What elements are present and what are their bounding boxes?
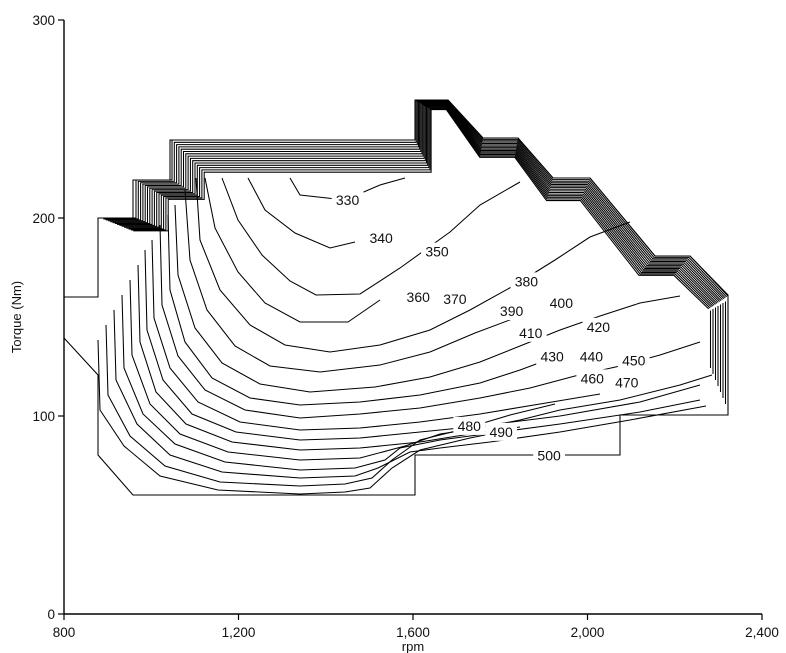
contour-boundary-line bbox=[128, 107, 712, 308]
contour-label-bg bbox=[575, 347, 608, 366]
contour-label-bg bbox=[421, 242, 453, 261]
contour-label-bg bbox=[485, 422, 518, 441]
contour-boundary-line bbox=[126, 107, 714, 307]
contour-boundary-line bbox=[121, 105, 716, 305]
contour-label-bg bbox=[536, 347, 569, 366]
contour-line-340 bbox=[247, 177, 356, 249]
contour-line-490 bbox=[97, 339, 511, 495]
y-axis-title: Torque (Nm) bbox=[9, 281, 24, 353]
contour-label: 370 bbox=[443, 291, 467, 307]
contour-label: 420 bbox=[587, 319, 611, 335]
contour-boundary-line bbox=[114, 103, 721, 302]
contour-labels: 330 340 350 360 370 380 390 400 410 420 430 440 450 4… bbox=[331, 191, 650, 465]
contour-outer bbox=[63, 99, 729, 496]
contour-line-420 bbox=[151, 239, 601, 431]
contour-line-460 bbox=[121, 294, 701, 471]
contour-label-bg bbox=[453, 416, 486, 435]
axes bbox=[63, 20, 762, 615]
contour-line-410 bbox=[159, 224, 701, 419]
y-tick-label: 300 bbox=[32, 13, 55, 28]
axis-ticks: 800 1,200 1,600 2,000 2,400 0 100 200 300 bbox=[32, 13, 778, 640]
contour-line-370 bbox=[195, 177, 631, 353]
contour-label: 330 bbox=[336, 192, 360, 208]
contour-label: 340 bbox=[369, 230, 393, 246]
x-tick-label: 1,600 bbox=[396, 625, 430, 640]
contour-boundary-line bbox=[117, 104, 719, 303]
contour-label: 360 bbox=[407, 289, 431, 305]
contour-line-430 bbox=[144, 249, 701, 441]
contour-label: 480 bbox=[458, 418, 482, 434]
y-tick-label: 0 bbox=[47, 607, 55, 622]
contour-label-bg bbox=[533, 446, 566, 465]
contour-label: 490 bbox=[489, 424, 513, 440]
contour-boundary-line bbox=[107, 101, 725, 300]
contour-label: 430 bbox=[540, 349, 564, 365]
contour-label-bg bbox=[402, 288, 435, 307]
contour-boundary-line bbox=[133, 109, 710, 310]
contour-line-400 bbox=[167, 214, 556, 406]
contour-line-450 bbox=[129, 279, 713, 461]
contour-label-bg bbox=[576, 369, 609, 388]
x-tick-label: 1,200 bbox=[222, 625, 256, 640]
x-tick-label: 2,400 bbox=[745, 625, 779, 640]
contour-boundary-line bbox=[119, 104, 718, 304]
contour-label-bg bbox=[617, 351, 650, 370]
contour-boundary-line bbox=[124, 106, 715, 306]
contour-label-bg bbox=[331, 191, 364, 210]
contour-boundary-line bbox=[101, 99, 729, 297]
contour-label: 500 bbox=[537, 448, 561, 464]
contour-lines bbox=[63, 99, 729, 496]
contour-label: 350 bbox=[425, 244, 449, 260]
y-tick-label: 100 bbox=[32, 409, 55, 424]
y-tick-label: 200 bbox=[32, 211, 55, 226]
x-tick-label: 800 bbox=[53, 625, 76, 640]
contour-label: 450 bbox=[622, 353, 646, 369]
contour-line-380 bbox=[184, 189, 516, 373]
contour-label-bg bbox=[495, 302, 528, 321]
contour-label: 440 bbox=[580, 349, 604, 365]
contour-line-470 bbox=[113, 309, 707, 479]
contour-boundary-line bbox=[103, 100, 727, 298]
contour-boundary-line bbox=[105, 100, 726, 299]
contour-label: 410 bbox=[519, 325, 543, 341]
contour-label: 460 bbox=[581, 370, 605, 386]
contour-boundary-line bbox=[112, 102, 722, 301]
contour-label-bg bbox=[514, 323, 547, 342]
contour-line-480 bbox=[105, 324, 556, 487]
contour-label-bg bbox=[365, 228, 398, 247]
contour-label-bg bbox=[438, 290, 471, 309]
contour-label-bg bbox=[582, 317, 615, 336]
contour-label: 390 bbox=[500, 303, 524, 319]
contour-label-bg bbox=[610, 373, 643, 392]
contour-line-360 bbox=[204, 177, 381, 323]
contour-label-bg bbox=[510, 272, 543, 291]
contour-line-350 bbox=[221, 177, 521, 296]
contour-line-440 bbox=[137, 264, 521, 451]
contour-boundary-line bbox=[110, 102, 723, 301]
contour-label: 470 bbox=[615, 374, 639, 390]
x-tick-label: 2,000 bbox=[571, 625, 605, 640]
contour-label: 380 bbox=[515, 273, 539, 289]
contour-boundary-line bbox=[130, 108, 711, 309]
x-axis-title: rpm bbox=[402, 639, 424, 653]
contour-label: 400 bbox=[550, 295, 574, 311]
contour-label-bg bbox=[545, 294, 578, 313]
